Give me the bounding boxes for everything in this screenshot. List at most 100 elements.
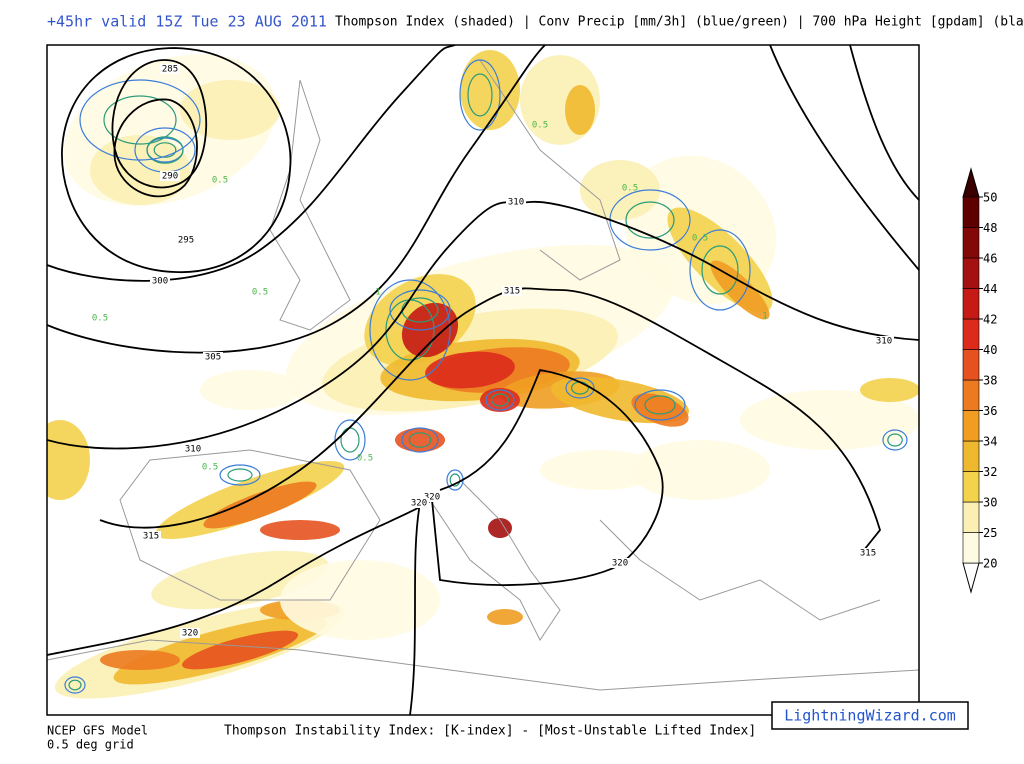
label-background	[502, 286, 522, 296]
colorbar-top-arrow	[962, 167, 980, 198]
label-background	[506, 197, 526, 207]
colorbar-segment	[962, 471, 980, 503]
precip-contour	[369, 279, 451, 381]
coastline	[47, 639, 919, 691]
height-contours	[47, 45, 919, 715]
colorbar-segment	[962, 227, 980, 259]
height-contour	[409, 502, 421, 715]
colorbar-segment	[962, 379, 980, 411]
height-label: 290	[162, 172, 178, 182]
height-label: 310	[185, 445, 201, 455]
logo: LightningWizard.com	[784, 707, 956, 725]
colorbar-label: 44	[983, 282, 997, 296]
instability-area	[480, 388, 520, 412]
instability-area	[580, 160, 660, 220]
colorbar-segment	[962, 501, 980, 533]
precip-contour	[882, 429, 908, 451]
colorbar-bottom-arrow	[962, 562, 980, 594]
precip-label: 0.5	[92, 314, 108, 324]
instability-area	[180, 80, 280, 140]
label-background	[160, 64, 180, 74]
precip-contour	[219, 464, 261, 486]
model-name: NCEP GFS Model	[47, 724, 148, 738]
logo-box	[771, 701, 969, 730]
instability-area	[630, 440, 770, 500]
colorbar-label: 32	[983, 465, 997, 479]
contour-labels: 2852902953003053103153103103153203203203…	[92, 64, 894, 639]
height-label: 320	[411, 499, 427, 509]
height-contour	[849, 45, 919, 201]
precip-label: 0.5	[357, 454, 373, 464]
height-contour	[47, 45, 456, 282]
precip-contours	[64, 59, 908, 694]
precip-contour	[68, 679, 82, 691]
height-label: 315	[504, 287, 520, 297]
instability-area	[203, 481, 317, 529]
grid-spacing: 0.5 deg grid	[47, 738, 134, 752]
colorbar-segment	[962, 440, 980, 472]
colorbar-label: 25	[983, 526, 997, 540]
colorbar-label: 48	[983, 221, 997, 235]
height-label: 320	[612, 559, 628, 569]
precip-contour	[79, 79, 201, 161]
precip-contour	[634, 389, 686, 421]
precip-contour	[401, 427, 439, 453]
label-background	[176, 235, 196, 245]
map-frame	[46, 44, 920, 716]
instability-area	[860, 378, 919, 402]
instability-area	[395, 428, 445, 452]
precip-contour	[565, 377, 595, 399]
coastlines	[47, 59, 919, 691]
instability-area	[260, 520, 340, 540]
height-label: 320	[182, 629, 198, 639]
label-background	[610, 558, 630, 568]
instability-area	[47, 420, 90, 500]
precip-label: 0.5	[532, 121, 548, 131]
precip-label: 1	[375, 288, 380, 298]
colorbar-segment	[962, 288, 980, 320]
label-background	[141, 531, 161, 541]
precip-contour	[103, 95, 177, 145]
precip-contour	[625, 201, 675, 239]
precip-label: 0.5	[252, 288, 268, 298]
precip-contour	[701, 245, 739, 295]
height-contour	[769, 45, 919, 271]
label-background	[150, 276, 170, 286]
label-background	[858, 548, 878, 558]
instability-area	[487, 609, 523, 625]
colorbar-segment	[962, 532, 980, 564]
colorbar-label: 34	[983, 435, 997, 449]
precip-label: 0.5	[212, 176, 228, 186]
colorbar-label: 30	[983, 496, 997, 510]
coastline	[429, 479, 561, 641]
instability-area	[460, 50, 520, 130]
precip-contour	[887, 433, 903, 447]
height-contour	[47, 200, 919, 450]
colorbar-segment	[962, 349, 980, 381]
precip-contour	[485, 389, 515, 411]
height-label: 285	[162, 65, 178, 75]
instability-area	[100, 650, 180, 670]
height-contour	[47, 45, 546, 354]
index-description: Thompson Instability Index: [K-index] - …	[224, 724, 756, 739]
instability-area	[565, 85, 595, 135]
precip-contour	[459, 59, 501, 131]
label-background	[203, 352, 223, 362]
precip-contour	[467, 73, 493, 117]
label-background	[409, 498, 429, 508]
label-background	[180, 628, 200, 638]
instability-area	[200, 370, 300, 410]
colorbar-label: 46	[983, 252, 997, 266]
label-background	[874, 336, 894, 346]
height-contour	[47, 368, 664, 656]
height-label: 310	[876, 337, 892, 347]
instability-area	[90, 135, 190, 205]
height-label: 310	[508, 198, 524, 208]
coastline	[119, 449, 381, 601]
precip-contour	[644, 395, 676, 415]
height-label: 300	[152, 277, 168, 287]
coastline	[269, 79, 351, 331]
precip-contour	[408, 432, 432, 448]
colorbar-label: 40	[983, 343, 997, 357]
precip-contour	[153, 142, 177, 158]
